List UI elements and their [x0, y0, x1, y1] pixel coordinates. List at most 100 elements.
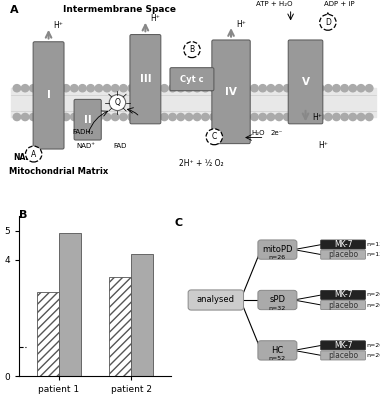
Circle shape [357, 114, 365, 121]
Text: B: B [189, 45, 195, 54]
Text: C: C [212, 132, 217, 141]
Circle shape [210, 114, 217, 121]
Text: IV: IV [225, 87, 237, 97]
Text: n=52: n=52 [269, 356, 286, 361]
FancyBboxPatch shape [321, 300, 366, 310]
Circle shape [71, 84, 78, 92]
Text: I: I [47, 90, 51, 100]
Circle shape [54, 114, 62, 121]
Text: ATP + H₂O: ATP + H₂O [256, 2, 292, 8]
Circle shape [144, 114, 152, 121]
Circle shape [25, 146, 42, 162]
Circle shape [177, 114, 184, 121]
Text: III: III [139, 74, 151, 84]
Circle shape [234, 114, 242, 121]
Circle shape [267, 114, 275, 121]
Circle shape [38, 114, 45, 121]
Circle shape [95, 84, 103, 92]
Circle shape [21, 84, 29, 92]
Circle shape [30, 114, 37, 121]
Circle shape [202, 84, 209, 92]
Circle shape [251, 84, 258, 92]
Text: B: B [19, 210, 27, 220]
Circle shape [259, 114, 266, 121]
Text: FADH₂: FADH₂ [73, 129, 94, 135]
Text: NAD⁺: NAD⁺ [76, 143, 95, 149]
Circle shape [95, 114, 103, 121]
FancyBboxPatch shape [288, 40, 323, 124]
Text: HC: HC [271, 346, 283, 355]
Text: NADH: NADH [14, 153, 39, 162]
Circle shape [276, 114, 283, 121]
Circle shape [161, 84, 168, 92]
Circle shape [136, 114, 144, 121]
Circle shape [54, 84, 62, 92]
Text: H₂O: H₂O [252, 130, 265, 136]
Text: n=26: n=26 [269, 255, 286, 260]
Circle shape [218, 114, 225, 121]
Circle shape [193, 114, 201, 121]
Circle shape [111, 84, 119, 92]
Text: Cyt c: Cyt c [180, 75, 204, 84]
Text: Mitochondrial Matrix: Mitochondrial Matrix [10, 167, 109, 176]
FancyBboxPatch shape [188, 290, 244, 310]
Text: A: A [10, 5, 18, 15]
Circle shape [242, 84, 250, 92]
Circle shape [349, 84, 356, 92]
Text: n=32: n=32 [269, 306, 286, 311]
Circle shape [226, 114, 234, 121]
FancyBboxPatch shape [212, 40, 250, 144]
Text: sPD: sPD [269, 296, 285, 304]
Circle shape [103, 114, 111, 121]
Circle shape [136, 84, 144, 92]
Circle shape [349, 114, 356, 121]
Bar [109, 277, 131, 376]
Circle shape [79, 84, 86, 92]
FancyBboxPatch shape [321, 250, 366, 259]
FancyBboxPatch shape [258, 240, 297, 259]
Circle shape [30, 84, 37, 92]
Circle shape [120, 84, 127, 92]
Circle shape [210, 84, 217, 92]
Circle shape [366, 114, 373, 121]
Circle shape [109, 95, 126, 110]
Circle shape [251, 114, 258, 121]
Text: n=26: n=26 [367, 343, 380, 348]
Text: MK-7: MK-7 [334, 341, 352, 350]
Circle shape [13, 84, 21, 92]
Text: 2e⁻: 2e⁻ [270, 130, 282, 136]
Circle shape [185, 114, 193, 121]
Circle shape [300, 84, 307, 92]
Circle shape [202, 114, 209, 121]
Circle shape [144, 84, 152, 92]
Circle shape [185, 84, 193, 92]
Circle shape [169, 114, 176, 121]
Circle shape [292, 114, 299, 121]
Text: FAD: FAD [114, 143, 127, 149]
Circle shape [276, 84, 283, 92]
Text: n=13: n=13 [367, 252, 380, 257]
Circle shape [206, 129, 222, 145]
Text: MK-7: MK-7 [334, 290, 352, 300]
Circle shape [62, 84, 70, 92]
Circle shape [21, 114, 29, 121]
FancyBboxPatch shape [321, 290, 366, 300]
Circle shape [333, 84, 340, 92]
Text: ADP + iP: ADP + iP [324, 2, 354, 8]
Text: placebo: placebo [328, 351, 358, 360]
Text: mitoPD: mitoPD [262, 245, 293, 254]
Text: placebo: placebo [328, 250, 358, 259]
Circle shape [111, 114, 119, 121]
FancyBboxPatch shape [258, 341, 297, 360]
Circle shape [267, 84, 275, 92]
Circle shape [46, 84, 54, 92]
Bar [131, 254, 153, 376]
Circle shape [283, 84, 291, 92]
Text: n=26: n=26 [367, 353, 380, 358]
Circle shape [308, 84, 315, 92]
Circle shape [79, 114, 86, 121]
Circle shape [316, 114, 324, 121]
Text: MK-7: MK-7 [334, 240, 352, 249]
Circle shape [128, 84, 135, 92]
Text: placebo: placebo [328, 300, 358, 310]
